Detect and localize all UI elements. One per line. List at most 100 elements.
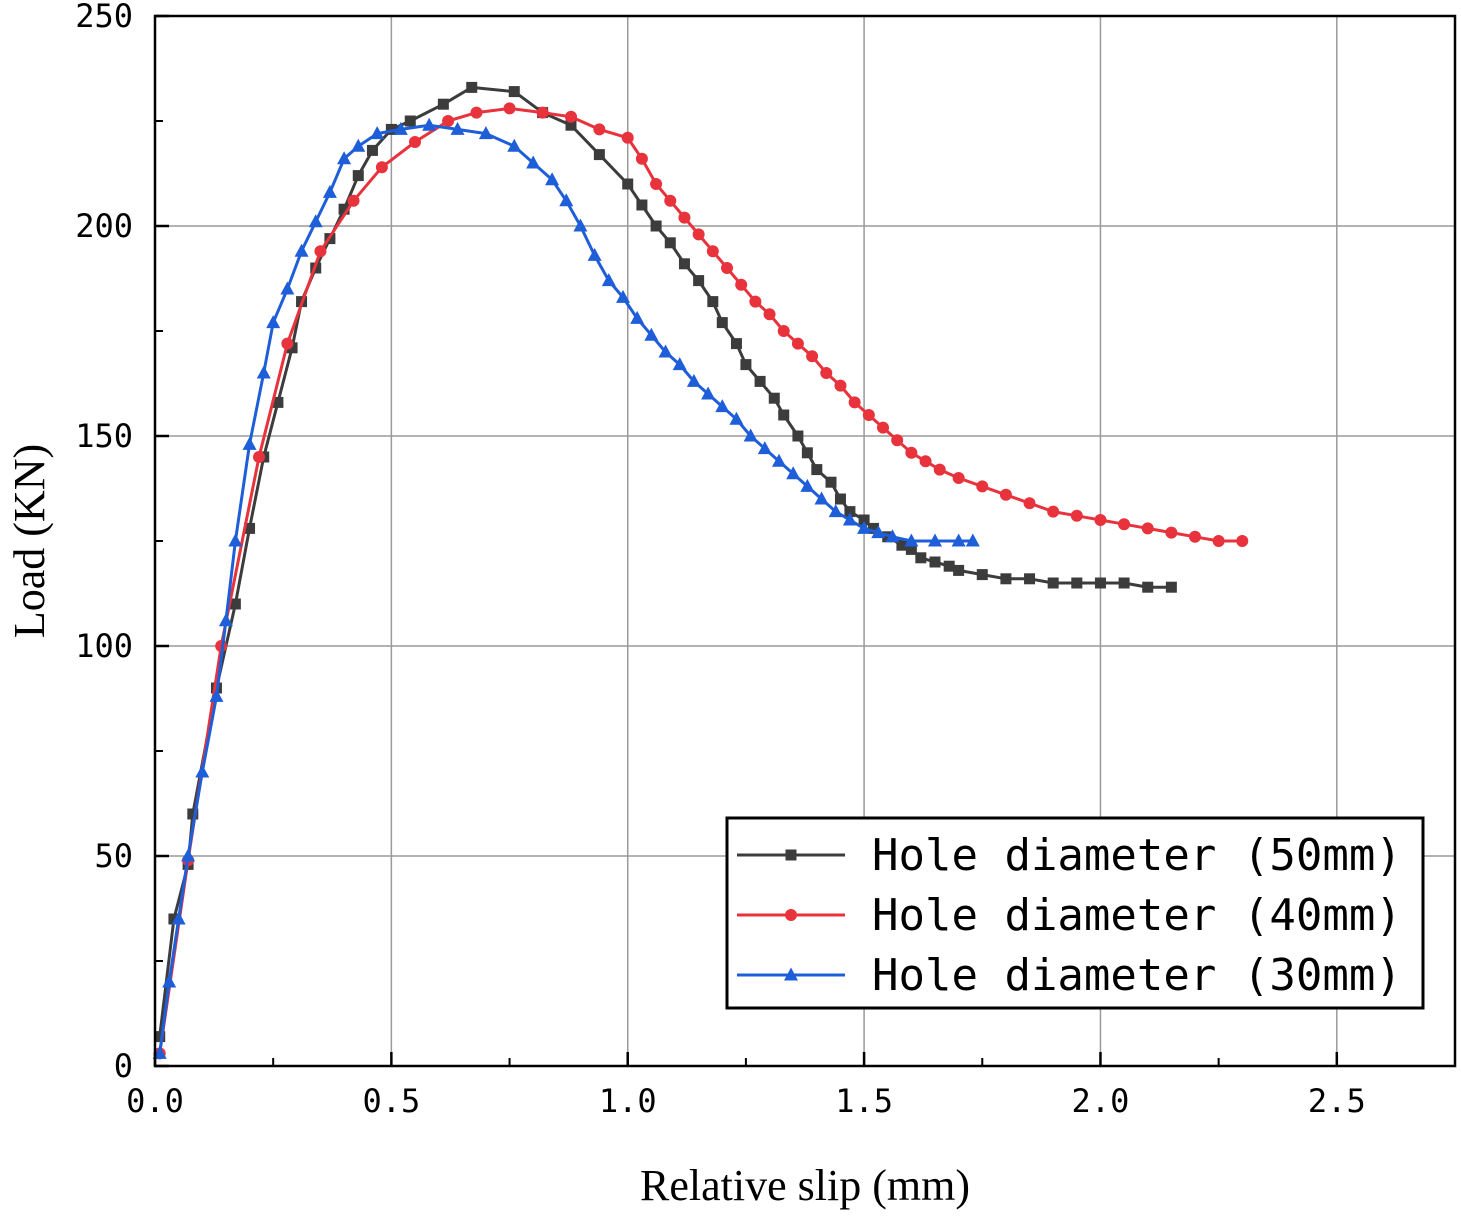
data-point <box>1118 577 1130 589</box>
data-point <box>168 913 180 925</box>
data-point <box>791 337 804 350</box>
data-point <box>281 337 294 350</box>
data-point <box>1236 535 1249 547</box>
data-point <box>385 123 397 135</box>
data-point <box>1094 577 1106 589</box>
data-point <box>678 258 690 270</box>
legend-marker <box>784 967 798 981</box>
y-tick-label: 250 <box>75 0 133 35</box>
data-point <box>834 379 847 392</box>
data-point <box>877 421 889 434</box>
data-point <box>478 126 493 140</box>
data-point <box>375 161 388 174</box>
data-point <box>692 228 705 241</box>
data-point <box>740 359 752 371</box>
data-point <box>857 520 872 534</box>
series-circle <box>153 102 1249 1060</box>
data-point <box>706 245 719 258</box>
data-point <box>715 399 730 413</box>
data-point <box>904 533 919 547</box>
data-point <box>1071 577 1083 589</box>
data-point <box>1118 518 1131 531</box>
data-point <box>801 447 813 459</box>
data-point <box>1142 581 1154 593</box>
data-point <box>848 396 861 409</box>
data-point <box>337 151 352 165</box>
data-point <box>1023 497 1036 510</box>
x-tick-label: 2.5 <box>1308 1082 1366 1120</box>
data-point <box>729 411 744 425</box>
legend: Hole diameter (50mm) Hole diameter (40mm)… <box>725 816 1425 1010</box>
data-point <box>842 512 857 526</box>
data-point <box>735 278 748 291</box>
data-point <box>409 136 421 148</box>
data-point <box>322 184 337 198</box>
data-point <box>858 514 870 526</box>
data-point <box>686 373 701 387</box>
data-point <box>294 243 309 257</box>
data-point <box>635 152 648 165</box>
data-point <box>943 560 955 572</box>
data-point <box>559 193 574 207</box>
data-point <box>253 451 265 463</box>
data-point <box>229 598 241 610</box>
data-point <box>778 409 790 421</box>
legend-entry: Hole diameter (30mm) <box>737 950 1402 1001</box>
data-point <box>1094 514 1107 526</box>
data-point <box>442 115 455 127</box>
data-point <box>1141 522 1154 535</box>
legend-label: Hole diameter (30mm) <box>872 950 1402 1001</box>
data-point <box>844 506 856 518</box>
legend-entry: Hole diameter (50mm) <box>737 830 1402 881</box>
data-point <box>622 178 634 190</box>
x-tick-label: 1.0 <box>599 1082 657 1120</box>
data-point <box>951 533 966 547</box>
data-point <box>338 203 350 215</box>
data-point <box>891 434 904 447</box>
data-point <box>352 170 364 182</box>
data-point <box>1165 526 1178 539</box>
data-point <box>976 569 988 581</box>
data-point <box>701 386 716 400</box>
data-point <box>928 533 942 547</box>
x-tick-label: 1.5 <box>835 1082 893 1120</box>
data-point <box>763 308 776 321</box>
data-point <box>933 463 946 476</box>
data-point <box>162 974 177 988</box>
data-point <box>616 289 630 303</box>
legend-label: Hole diameter (40mm) <box>872 890 1402 941</box>
data-point <box>814 491 829 505</box>
data-point <box>650 220 662 232</box>
data-point <box>630 310 645 324</box>
data-point <box>422 117 437 131</box>
data-point <box>587 247 602 261</box>
data-point <box>470 106 483 119</box>
data-point <box>573 218 588 232</box>
legend-marker <box>785 909 797 921</box>
data-point <box>905 543 917 555</box>
y-tick-label: 100 <box>75 627 133 665</box>
data-point <box>672 357 687 371</box>
data-point <box>308 214 323 228</box>
data-point <box>593 149 605 161</box>
data-point <box>1047 505 1060 518</box>
data-point <box>929 556 941 568</box>
data-point <box>242 436 257 450</box>
data-point <box>1000 573 1012 585</box>
data-point <box>593 123 606 136</box>
data-point <box>347 194 360 207</box>
data-point <box>565 119 577 131</box>
data-point <box>834 493 846 505</box>
data-point <box>508 86 520 98</box>
data-point <box>1070 509 1083 522</box>
y-tick-label: 50 <box>94 837 133 875</box>
data-point <box>286 342 298 354</box>
data-point <box>976 480 989 493</box>
data-point <box>154 1031 166 1043</box>
data-point <box>244 522 256 534</box>
data-point <box>366 144 378 156</box>
data-point <box>825 476 837 488</box>
series-layer <box>152 81 1249 1060</box>
y-tick-label: 0 <box>114 1047 133 1085</box>
